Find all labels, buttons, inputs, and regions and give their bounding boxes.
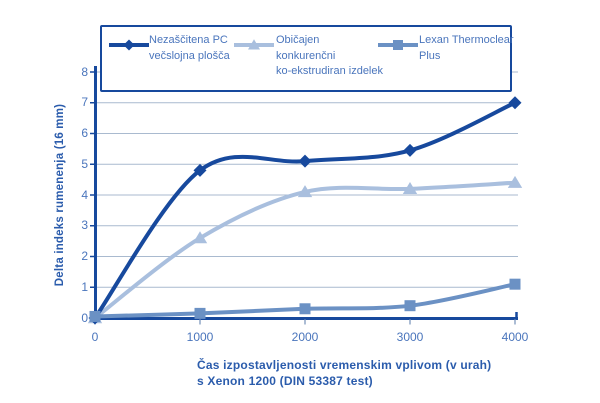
- triangle-marker-icon: [248, 39, 260, 50]
- legend-label: Nezaščitena PC večslojna plošča: [149, 33, 230, 64]
- legend-label-line: Lexan Thermoclear: [419, 34, 514, 46]
- y-tick-label-4: 4: [81, 187, 88, 202]
- legend-label-line: Plus: [419, 49, 441, 62]
- diamond-marker-icon: [123, 39, 135, 51]
- x-axis-title-line2: s Xenon 1200 (DIN 53387 test): [197, 374, 373, 388]
- series-0-point-4000: [508, 96, 522, 110]
- legend-label-line: konkurenčni: [276, 49, 336, 62]
- x-tick-label-4000: 4000: [501, 330, 529, 344]
- legend-sample-triangle: [234, 39, 274, 50]
- x-tick-label-1000: 1000: [186, 330, 214, 344]
- series-2-point-4000: [509, 278, 521, 290]
- y-tick-label-6: 6: [81, 126, 88, 140]
- y-tick-label-2: 2: [81, 249, 88, 263]
- legend-sample-square: [378, 40, 418, 50]
- series-2-point-2000: [299, 303, 311, 315]
- y-tick-label-0: 0: [81, 310, 88, 325]
- x-tick-label-2000: 2000: [291, 330, 319, 344]
- series-2-point-0: [89, 310, 101, 322]
- y-tick-label-3: 3: [81, 218, 88, 233]
- y-tick-label-1: 1: [81, 279, 88, 294]
- square-marker-icon: [393, 40, 403, 50]
- x-axis-title: Čas izpostavljenosti vremenskim vplivom …: [197, 357, 491, 389]
- series-1-point-3000: [402, 182, 418, 195]
- series-1-point-4000: [507, 175, 523, 188]
- x-axis-title-line1: Čas izpostavljenosti vremenskim vplivom …: [197, 358, 492, 372]
- series-0-point-2000: [298, 154, 312, 168]
- legend-label-line: večslojna plošča: [149, 49, 230, 62]
- series-0-point-3000: [403, 143, 417, 157]
- y-tick-label-7: 7: [81, 95, 88, 110]
- series-0-point-1000: [193, 163, 207, 177]
- series-1-point-1000: [192, 231, 208, 244]
- x-tick-label-0: 0: [91, 330, 99, 344]
- series-2-point-3000: [404, 300, 416, 312]
- series-1-point-2000: [297, 185, 313, 198]
- legend-label: Običajen konkurenčni ko-ekstrudiran izdele…: [276, 33, 383, 80]
- x-tick-label-3000: 3000: [396, 330, 424, 344]
- legend-label-line: Nezaščitena PC: [149, 34, 228, 46]
- legend-label-line: Običajen: [276, 34, 320, 46]
- series-line-0: [93, 100, 517, 320]
- legend-label-line: ko-ekstrudiran izdelek: [276, 65, 383, 77]
- legend-label: Lexan Thermoclear Plus: [419, 33, 514, 64]
- legend-sample-diamond: [109, 39, 149, 51]
- series-2-point-1000: [194, 307, 206, 319]
- legend: Nezaščitena PC večslojna plošča Običajen ko…: [100, 25, 514, 92]
- y-tick-label-5: 5: [81, 156, 88, 171]
- y-tick-label-8: 8: [81, 64, 88, 79]
